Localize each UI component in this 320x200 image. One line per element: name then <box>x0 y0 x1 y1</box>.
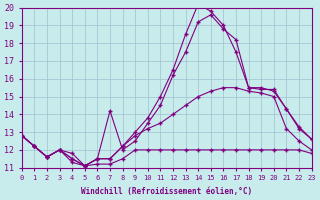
X-axis label: Windchill (Refroidissement éolien,°C): Windchill (Refroidissement éolien,°C) <box>81 187 252 196</box>
